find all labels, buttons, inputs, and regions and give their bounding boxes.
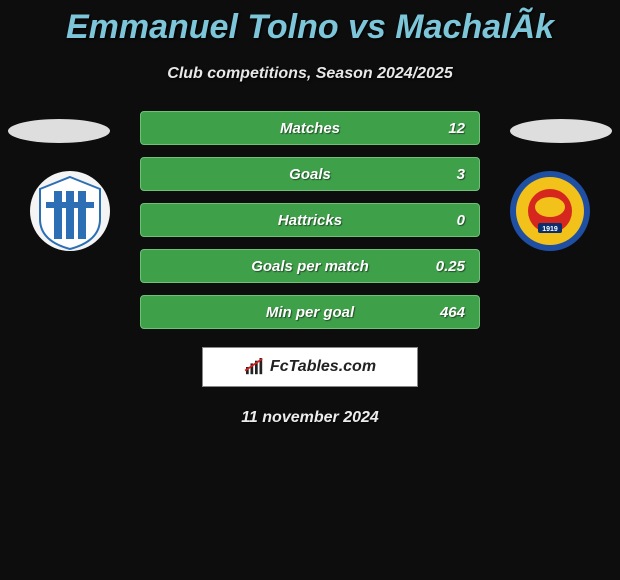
stat-row-goals-per-match: Goals per match 0.25 <box>140 249 480 283</box>
stat-value: 0 <box>457 212 465 229</box>
page-title: Emmanuel Tolno vs MachalÃ­k <box>0 0 620 47</box>
brand-logo-box: FcTables.com <box>202 347 418 387</box>
club-badge-left <box>20 169 120 253</box>
player-badge-left-placeholder <box>8 119 110 143</box>
stat-label: Min per goal <box>266 304 354 321</box>
stat-row-goals: Goals 3 <box>140 157 480 191</box>
player-badge-right-placeholder <box>510 119 612 143</box>
brand-logo: FcTables.com <box>244 358 376 376</box>
stat-value: 12 <box>448 120 465 137</box>
stat-label: Goals <box>289 166 331 183</box>
stat-row-min-per-goal: Min per goal 464 <box>140 295 480 329</box>
club-badge-right: 1919 <box>500 169 600 253</box>
subtitle: Club competitions, Season 2024/2025 <box>0 65 620 83</box>
brand-text: FcTables.com <box>270 358 376 376</box>
stat-value: 3 <box>457 166 465 183</box>
date-line: 11 november 2024 <box>0 409 620 427</box>
stat-value: 0.25 <box>436 258 465 275</box>
stat-row-hattricks: Hattricks 0 <box>140 203 480 237</box>
bar-chart-icon <box>244 358 266 376</box>
stat-label: Matches <box>280 120 340 137</box>
stat-label: Goals per match <box>251 258 369 275</box>
svg-text:1919: 1919 <box>542 226 558 233</box>
main-content: 1919 Matches 12 Goals 3 Hattricks 0 Goal… <box>0 111 620 427</box>
stat-label: Hattricks <box>278 212 342 229</box>
stat-value: 464 <box>440 304 465 321</box>
stat-rows: Matches 12 Goals 3 Hattricks 0 Goals per… <box>140 111 480 329</box>
stat-row-matches: Matches 12 <box>140 111 480 145</box>
